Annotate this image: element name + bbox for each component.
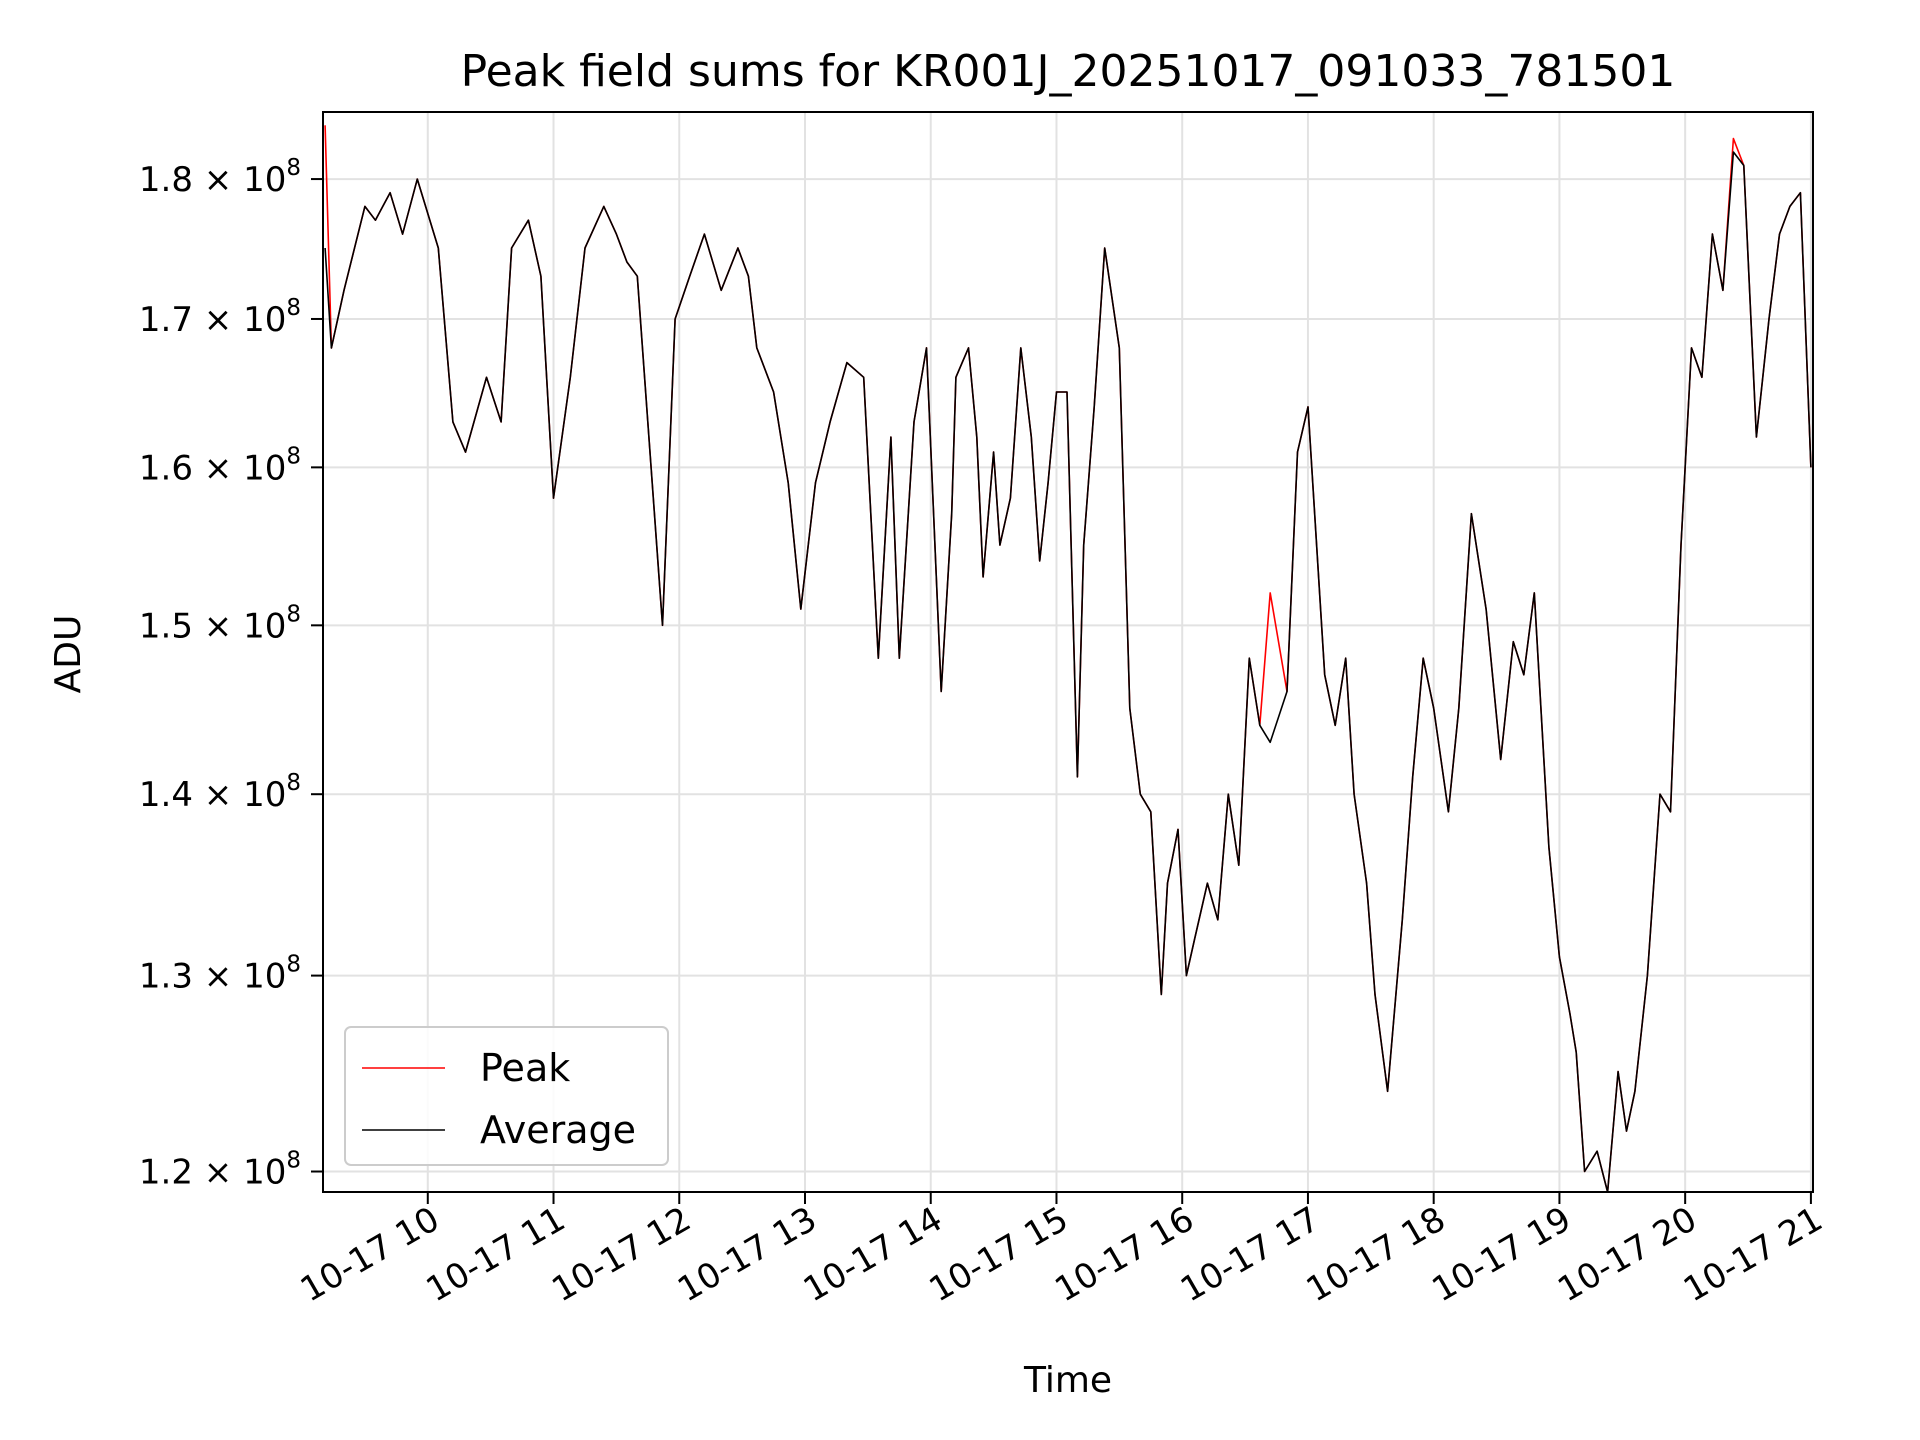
y-tick-label: 1.4 × 108 [139,770,301,815]
y-tick-label: 1.6 × 108 [139,443,301,488]
y-tick-label: 1.8 × 108 [139,155,301,200]
plot-frame [322,111,1814,1193]
y-tick-label: 1.7 × 108 [139,295,301,340]
plot-series [324,125,1812,1193]
y-axis-title: ADU [48,615,89,694]
series-line-average [324,151,1812,1193]
chart-title: Peak field sums for KR001J_20251017_0910… [461,46,1676,97]
legend-label-peak: Peak [480,1046,570,1090]
x-axis-title: Time [1023,1360,1112,1401]
y-tick-label: 1.5 × 108 [139,601,301,646]
grid [323,112,1813,1192]
legend: Peak Average [344,1026,669,1166]
y-axis: 1.2 × 108 1.3 × 108 1.4 × 108 1.5 × 108 1.6 … [139,155,323,1193]
legend-label-average: Average [480,1108,636,1152]
y-tick-label: 1.3 × 108 [139,952,301,997]
y-tick-label: 1.2 × 108 [139,1148,301,1193]
